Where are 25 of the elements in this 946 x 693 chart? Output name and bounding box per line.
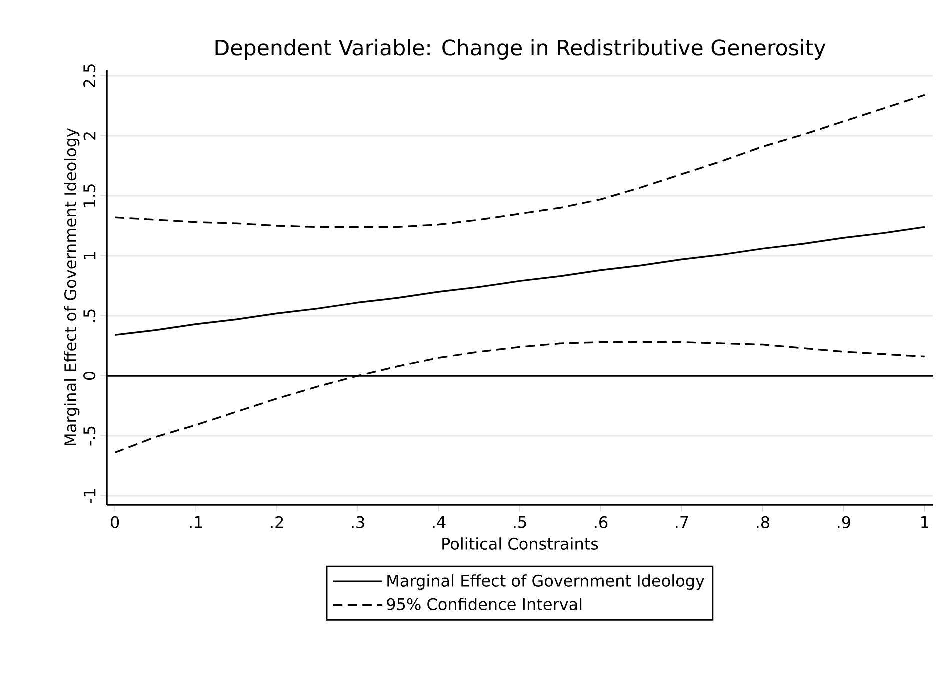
y-tick-label: -.5 xyxy=(84,426,96,446)
x-tick-label: 0 xyxy=(111,516,120,528)
y-tick-label: -1 xyxy=(84,490,96,504)
legend-label: Marginal Effect of Government Ideology xyxy=(388,574,705,590)
x-tick-label: .8 xyxy=(757,516,770,528)
x-tick-label: .4 xyxy=(433,516,446,528)
legend-label: 95% Confidence Interval xyxy=(387,598,582,610)
chart-title: Dependent Variable: Change in Redistributive Generosity xyxy=(216,39,826,60)
x-tick-label: .1 xyxy=(190,516,202,528)
y-axis-title: Marginal Effect of Government Ideology xyxy=(64,128,80,446)
y-tick-label: .5 xyxy=(84,310,96,322)
x-tick-label: .7 xyxy=(676,516,688,528)
y-tick-label: 1 xyxy=(84,252,96,260)
x-tick-label: .9 xyxy=(838,516,850,528)
line-series xyxy=(114,226,926,336)
x-tick-label: .5 xyxy=(514,516,526,528)
x-tick-label: .6 xyxy=(595,516,608,528)
y-tick-label: 1.5 xyxy=(84,184,96,207)
x-axis-title: Political Constraints xyxy=(442,538,598,550)
y-tick-label: 0 xyxy=(84,372,96,380)
x-tick-label: 1 xyxy=(922,516,929,528)
x-tick-label: .3 xyxy=(352,516,364,528)
y-tick-label: 2 xyxy=(84,132,96,140)
y-tick-label: 2.5 xyxy=(84,64,96,88)
x-tick-label: .2 xyxy=(271,516,284,528)
